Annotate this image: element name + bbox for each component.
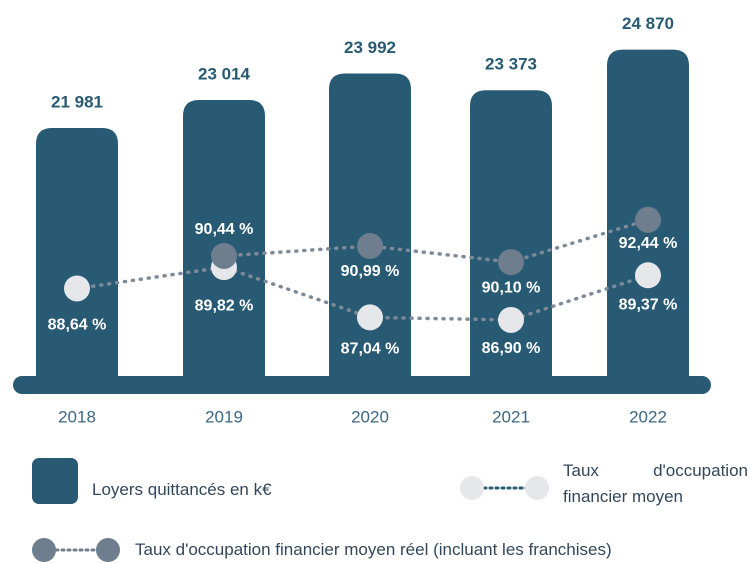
legend-marker [525, 476, 549, 500]
legend-label: Taux d'occupation financier moyen réel (… [135, 540, 612, 559]
bar [470, 90, 552, 385]
point [498, 306, 524, 333]
point [635, 206, 661, 233]
line [222, 218, 650, 264]
point [64, 275, 90, 302]
point-value-label: 92,44 % [619, 235, 678, 252]
point-value-label: 90,10 % [482, 279, 541, 296]
bar-value-label: 23 992 [344, 38, 396, 57]
x-tick-label: 2021 [492, 407, 530, 426]
legend-label: Loyers quittancés en k€ [92, 480, 272, 499]
bar-value-label: 23 373 [485, 55, 537, 74]
x-tick-label: 2019 [205, 407, 243, 426]
point [211, 242, 237, 269]
point-value-label: 87,04 % [341, 341, 400, 358]
point-value-label: 88,64 % [48, 317, 107, 334]
legend-marker [460, 476, 484, 500]
legend-marker [96, 538, 120, 562]
bar-value-label: 24 870 [622, 14, 674, 33]
bar-value-label: 23 014 [198, 64, 251, 83]
point-value-label: 89,82 % [195, 297, 254, 314]
x-tick-label: 2020 [351, 407, 389, 426]
x-tick-label: 2022 [629, 407, 667, 426]
bar [36, 127, 118, 385]
legend-label: Taux d'occupation financier moyen [563, 461, 748, 506]
point-value-label: 90,99 % [341, 263, 400, 280]
point [498, 249, 524, 276]
bar [329, 73, 411, 386]
bar-value-label: 21 981 [51, 92, 103, 111]
legend-marker [32, 538, 56, 562]
point-value-label: 86,90 % [482, 340, 541, 357]
bar [183, 99, 265, 385]
point-value-label: 89,37 % [619, 297, 678, 314]
x-tick-label: 2018 [58, 407, 96, 426]
point [357, 304, 383, 331]
point-value-label: 90,44 % [195, 221, 254, 238]
point [357, 233, 383, 260]
legend-swatch [32, 458, 78, 504]
point [635, 262, 661, 289]
